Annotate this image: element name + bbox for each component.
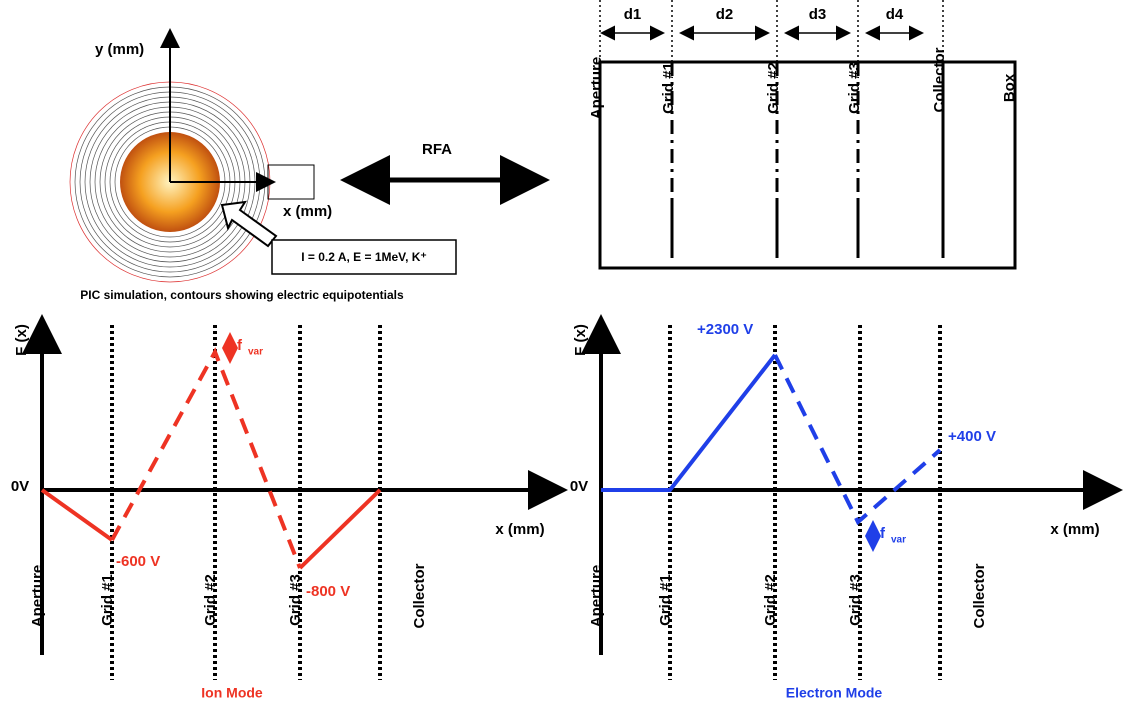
fvar-sub: var	[891, 535, 906, 546]
element-label: Aperture	[588, 565, 605, 628]
element-label: Collector	[931, 47, 948, 112]
fvar-f: f	[880, 525, 886, 542]
gap-label: d3	[809, 6, 827, 23]
plot-title: Ion Mode	[201, 685, 263, 701]
voltage-label: +2300 V	[697, 321, 753, 338]
rfa-mini	[267, 164, 315, 200]
potential-solid	[601, 353, 777, 492]
y-axis-label: y (mm)	[95, 41, 144, 58]
beam-box	[271, 239, 457, 275]
potential-dashed	[110, 347, 302, 569]
element-label: Grid #3	[287, 574, 304, 626]
element-label: Collector	[971, 563, 988, 628]
y-axis-label: F (x)	[13, 324, 30, 356]
voltage-label: +400 V	[948, 428, 996, 445]
gap-label: d4	[886, 6, 904, 23]
gap-label: d1	[624, 6, 642, 23]
element-label: Collector	[411, 563, 428, 628]
element-label: Grid #3	[846, 62, 863, 114]
potential-solid	[40, 488, 114, 542]
x-axis-label: x (mm)	[495, 521, 544, 538]
element-label: Grid #1	[660, 62, 677, 114]
beam-label: I = 0.2 A, E = 1MeV, K⁺	[301, 250, 427, 264]
potential-dashed	[773, 354, 942, 526]
electron-plot: F (x) 0V x (mm) +2300 V +400 V f var Aperture Gr…	[570, 314, 1123, 701]
fvar-f: f	[237, 337, 243, 354]
element-label: Grid #3	[847, 574, 864, 626]
rfa-schematic: d1 d2 d3 d4 Aperture Grid #1 Grid #2 Grid #3 Col…	[588, 0, 1018, 258]
element-label: Grid #1	[99, 574, 116, 626]
plot-title: Electron Mode	[786, 685, 883, 701]
y-axis-label: F (x)	[572, 324, 589, 356]
element-label: Grid #2	[202, 574, 219, 626]
rfa-label: RFA	[422, 141, 452, 158]
element-label: Grid #2	[765, 62, 782, 114]
potential-solid	[298, 488, 382, 570]
x-axis-label: x (mm)	[283, 203, 332, 220]
rfa-box	[598, 60, 1017, 270]
ion-plot: F (x) 0V x (mm) -600 V -800 V f var Aperture Gri…	[11, 314, 568, 701]
element-label: Grid #2	[762, 574, 779, 626]
element-label: Aperture	[588, 57, 605, 120]
beam-arrow	[220, 200, 278, 248]
x-axis-label: x (mm)	[1050, 521, 1099, 538]
voltage-label: -800 V	[306, 583, 350, 600]
zero-label: 0V	[570, 478, 588, 495]
zero-label: 0V	[11, 478, 29, 495]
fvar-sub: var	[248, 347, 263, 358]
element-label: Aperture	[29, 565, 46, 628]
voltage-label: -600 V	[116, 553, 160, 570]
element-label: Box	[1001, 73, 1018, 102]
gap-label: d2	[716, 6, 734, 23]
element-label: Grid #1	[657, 574, 674, 626]
sim-caption: PIC simulation, contours showing electri…	[80, 288, 404, 302]
